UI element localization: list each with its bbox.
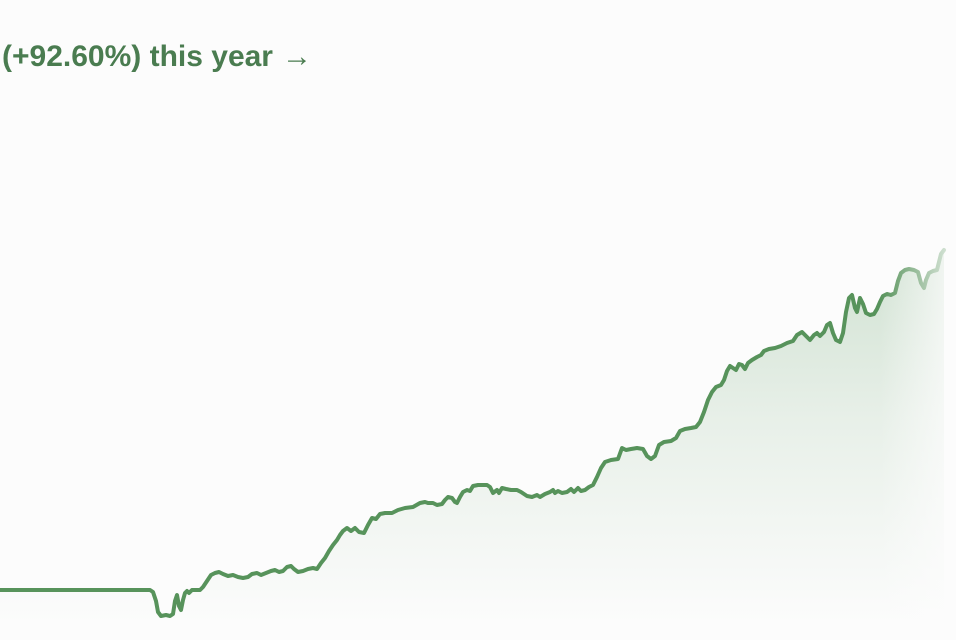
chart-right-fade [880,0,956,640]
chart-area-fill [0,250,944,640]
right-arrow-icon: → [281,40,312,73]
performance-gain-label: (+92.60%) this year → [2,42,312,72]
chart-line [0,248,946,618]
gain-text: (+92.60%) this year [2,40,273,73]
